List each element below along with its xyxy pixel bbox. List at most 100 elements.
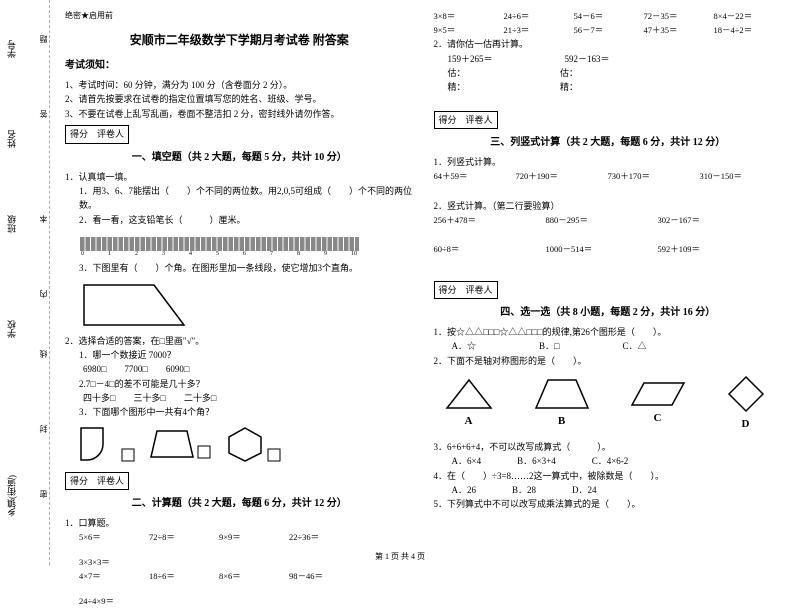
seal-char-1: 题 (38, 35, 49, 43)
seal-char-2: 答 (38, 110, 49, 118)
secret-mark: 绝密★启用前 (65, 10, 414, 23)
s1-q2-1: 1．哪一个数接近 7000？ (65, 348, 414, 362)
notice-head: 考试须知： (65, 58, 414, 74)
calc-item: 18－4÷2＝ (714, 24, 772, 38)
calc-row-2: 4×7＝ 18÷6＝ 8×6＝ 98－46＝ 24÷4×9＝ (65, 570, 414, 609)
s4-q3: 3．6+6+6+4，不可以改写成算式（ ）。 (434, 440, 783, 454)
s4-q1-opts: A．☆ B．□ C．△ (434, 339, 783, 353)
calc-item: 24÷4×9＝ (79, 595, 137, 609)
shape-label-c: C (630, 410, 686, 428)
s1-q1-3: 3．下图里有（ ）个角。在图形里加一条线段，使它增加3个直角。 (65, 261, 414, 275)
calc-row-4: 9×5＝ 21÷3＝ 56－7＝ 47＋35＝ 18－4÷2＝ (434, 24, 783, 38)
notice-1: 1、考试时间：60 分钟，满分为 100 分（含卷面分 2 分）。 (65, 78, 414, 92)
s2-q2-head: 2．请你估一估再计算。 (434, 37, 783, 51)
s3-q2: 2．竖式计算。（第二行要验算） (434, 199, 783, 213)
seal-char-3: 本 (38, 215, 49, 223)
calc-item: 22÷36＝ (289, 531, 347, 545)
seal-char-6: 封 (38, 425, 49, 433)
section-4-title: 四、选一选（共 8 小题，每题 2 分，共计 16 分） (434, 305, 783, 321)
s3-q2-r2: 60÷8＝ 1000－514＝ 592＋109＝ (434, 243, 783, 257)
seal-char-4: 内 (38, 290, 49, 298)
calc-item: 72÷8＝ (149, 531, 207, 545)
side-label-class: 班级 (5, 215, 18, 233)
calc-item: 18÷6＝ (149, 570, 207, 584)
calc-item: 4×7＝ (79, 570, 137, 584)
shape-label-a: A (444, 413, 494, 431)
calc-item: 24÷6＝ (504, 10, 562, 24)
calc-item: 21÷3＝ (504, 24, 562, 38)
s3-q2-r1: 256＋478＝ 880－295＝ 302－167＝ (434, 214, 783, 228)
calc-item: 64＋59＝ (434, 170, 504, 184)
s1-q1-2: 2．看一看，这支铅笔长（ ）厘米。 (65, 213, 414, 227)
calc-item: 98－46＝ (289, 570, 347, 584)
calc-item: 8×4－22＝ (714, 10, 772, 24)
shape-label-d: D (726, 416, 766, 434)
shape-c: C (630, 380, 686, 428)
left-column: 绝密★启用前 安顺市二年级数学下学期月考试卷 附答案 考试须知： 1、考试时间：… (65, 10, 414, 560)
s4-q5: 5．下列算式中不可以改写成乘法算式的是（ ）。 (434, 497, 783, 511)
shape-pair-1 (79, 426, 135, 462)
s4-q1: 1．按☆△△□□□☆△△□□□的规律,第26个图形是（ ）。 (434, 325, 783, 339)
section-1-title: 一、填空题（共 2 大题，每题 5 分，共计 10 分） (65, 150, 414, 166)
ruler-scale: 012345678910 (79, 250, 359, 260)
ruler-graphic: 012345678910 (79, 231, 359, 257)
s1-q2-2-opts: 四十多□ 三十多□ 二十多□ (65, 391, 414, 405)
notice-3: 3、不要在试卷上乱写乱画，卷面不整洁扣 2 分，密封线外请勿作答。 (65, 107, 414, 121)
binding-margin: 学号 姓名 班级 学校 乡镇(街道) 题 答 本 内 线 封 密 (0, 0, 50, 565)
shape-a: A (444, 377, 494, 431)
s3-q1-row: 64＋59＝720＋190＝730＋170＝310－150＝ (434, 170, 783, 184)
calc-item: 5×6＝ (79, 531, 137, 545)
shape-d: D (726, 374, 766, 434)
s4-q4: 4．在（ ）÷3=8……2这一算式中，被除数是（ ）。 (434, 469, 783, 483)
s4-q2: 2．下面不是轴对称图形的是（ ）。 (434, 354, 783, 368)
calc-item: 8×6＝ (219, 570, 277, 584)
calc-item: 9×5＝ (434, 24, 492, 38)
calc-item: 47＋35＝ (644, 24, 702, 38)
right-column: 3×8＝ 24÷6＝ 54－6＝ 72－35＝ 8×4－22＝ 9×5＝ 21÷3＝ 56－… (434, 10, 783, 560)
shape-b: B (534, 377, 590, 431)
side-label-town: 乡镇(街道) (5, 475, 18, 517)
score-box-2: 得分 评卷人 (65, 472, 129, 490)
calc-item: 9×9＝ (219, 531, 277, 545)
ruler-start: 0 (81, 250, 84, 260)
angle-shapes-row (79, 426, 400, 462)
s1-q1-head: 1．认真填一填。 (65, 170, 414, 184)
s2-est-3: 精： 精： (434, 80, 783, 94)
calc-item: 3×8＝ (434, 10, 492, 24)
seal-char-7: 密 (38, 490, 49, 498)
content-area: 绝密★启用前 安顺市二年级数学下学期月考试卷 附答案 考试须知： 1、考试时间：… (50, 0, 800, 565)
score-box-3: 得分 评卷人 (434, 111, 498, 129)
exam-page: 学号 姓名 班级 学校 乡镇(街道) 题 答 本 内 线 封 密 绝密★启用前 … (0, 0, 800, 565)
s1-q2-2: 2.7□－4□的差不可能是几十多？ (65, 377, 414, 391)
trapezoid-shape (79, 280, 189, 330)
shape-label-b: B (534, 413, 590, 431)
s1-q2-3: 3．下面哪个图形中一共有4个角？ (65, 405, 414, 419)
calc-item: 54－6＝ (574, 10, 632, 24)
calc-item: 720＋190＝ (516, 170, 596, 184)
s2-est-1: 159＋265＝ 592－163＝ (434, 52, 783, 66)
side-label-name: 姓名 (5, 130, 18, 148)
s4-q4-opts: A．26 B．28 D．24 (434, 483, 783, 497)
s1-q2-1-opts: 6980□ 7700□ 6090□ (65, 362, 414, 376)
side-label-school: 学校 (5, 320, 18, 338)
s2-est-2: 估： 估： (434, 66, 783, 80)
score-box-4: 得分 评卷人 (434, 281, 498, 299)
calc-item: 256＋478＝ (434, 214, 534, 228)
calc-item: 592＋109＝ (658, 243, 716, 257)
s3-q1: 1．列竖式计算。 (434, 155, 783, 169)
calc-row-3: 3×8＝ 24÷6＝ 54－6＝ 72－35＝ 8×4－22＝ (434, 10, 783, 24)
section-3-title: 三、列竖式计算（共 2 大题，每题 6 分，共计 12 分） (434, 135, 783, 151)
shape-pair-3 (225, 426, 281, 462)
notice-2: 2、请首先按要求在试卷的指定位置填写您的姓名、班级、学号。 (65, 92, 414, 106)
section-2-title: 二、计算题（共 2 大题，每题 6 分，共计 12 分） (65, 496, 414, 512)
calc-item: 60÷8＝ (434, 243, 534, 257)
calc-item: 310－150＝ (700, 170, 758, 184)
calc-item: 1000－514＝ (546, 243, 646, 257)
calc-item: 302－167＝ (658, 214, 716, 228)
calc-item: 56－7＝ (574, 24, 632, 38)
calc-item: 880－295＝ (546, 214, 646, 228)
exam-title: 安顺市二年级数学下学期月考试卷 附答案 (65, 31, 414, 50)
s1-q1-1: 1．用3、6、7能摆出（ ）个不同的两位数。用2,0,5可组成（ ）个不同的两位… (65, 184, 414, 213)
calc-item: 72－35＝ (644, 10, 702, 24)
score-box-1: 得分 评卷人 (65, 125, 129, 143)
